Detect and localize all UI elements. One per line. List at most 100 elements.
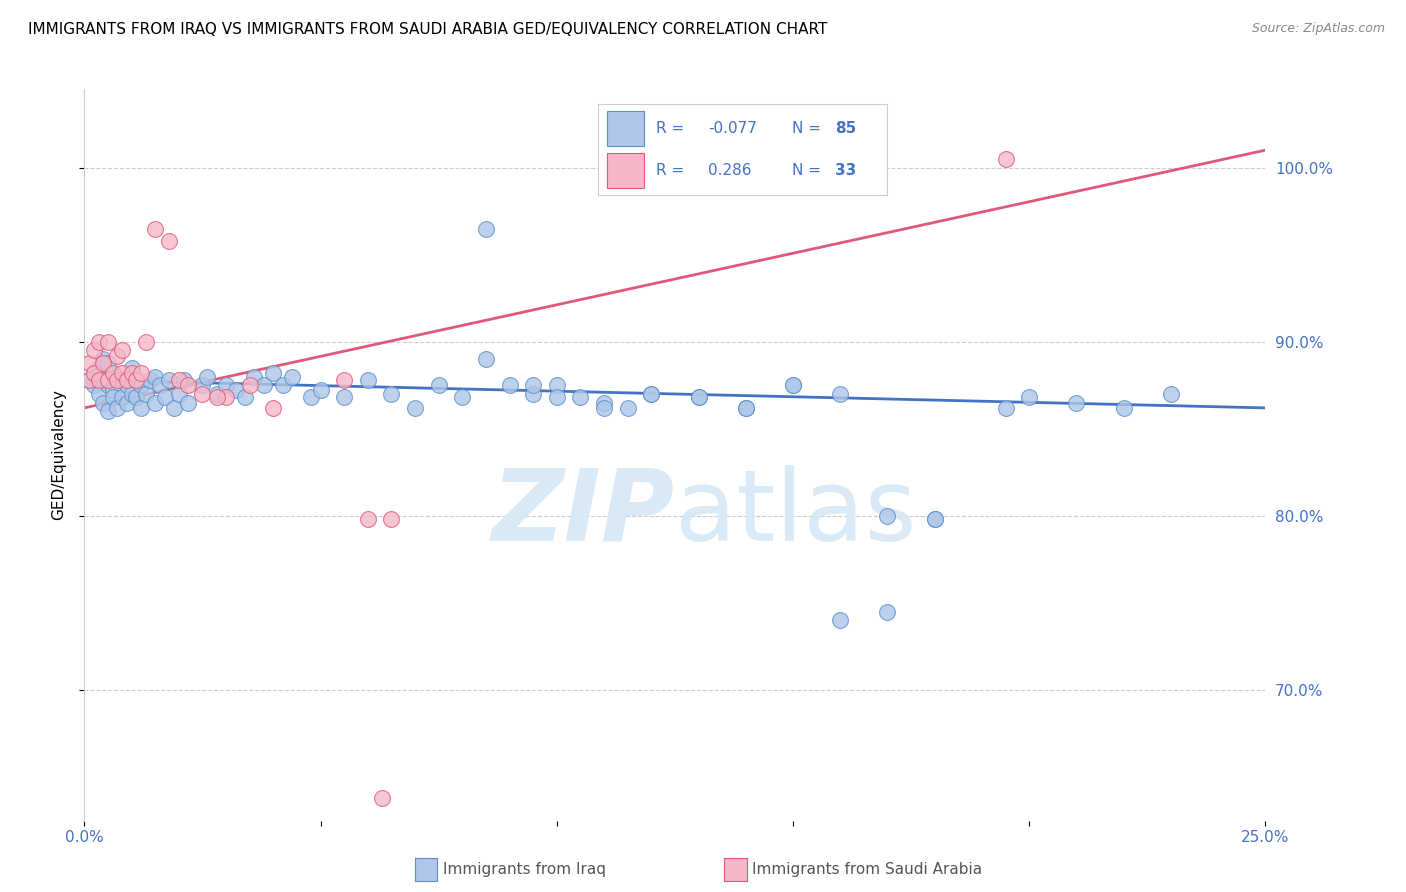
Point: [333, 391, 356, 405]
Point: [107, 401, 129, 415]
Point: [111, 343, 134, 358]
Text: Immigrants from Iraq: Immigrants from Iraq: [443, 863, 606, 877]
Point: [125, 373, 148, 387]
Point: [546, 391, 568, 405]
Point: [1112, 401, 1135, 415]
Point: [262, 366, 284, 380]
Point: [101, 366, 124, 380]
Point: [243, 369, 266, 384]
Point: [380, 387, 402, 401]
Point: [111, 373, 134, 387]
Point: [205, 387, 228, 401]
Point: [135, 334, 157, 349]
Point: [111, 366, 134, 380]
Point: [271, 378, 294, 392]
Point: [734, 401, 756, 415]
Point: [994, 152, 1017, 166]
Point: [451, 391, 474, 405]
Point: [522, 378, 544, 392]
Point: [640, 387, 662, 401]
Point: [87, 360, 110, 375]
Point: [87, 373, 110, 387]
Point: [121, 360, 143, 375]
Point: [153, 391, 176, 405]
Point: [191, 378, 214, 392]
Point: [782, 378, 804, 392]
Point: [77, 356, 100, 370]
Point: [239, 378, 262, 392]
Point: [129, 378, 152, 392]
Point: [97, 334, 120, 349]
Point: [157, 234, 180, 248]
Point: [91, 373, 114, 387]
Point: [143, 221, 166, 235]
Point: [135, 387, 157, 401]
Point: [115, 395, 138, 409]
Point: [233, 391, 256, 405]
Point: [157, 373, 180, 387]
Point: [498, 378, 520, 392]
Point: [129, 366, 152, 380]
Text: atlas: atlas: [675, 465, 917, 562]
Point: [924, 512, 946, 526]
Point: [205, 391, 228, 405]
Y-axis label: GED/Equivalency: GED/Equivalency: [51, 390, 66, 520]
Point: [77, 373, 100, 387]
Point: [177, 378, 200, 392]
Point: [688, 391, 710, 405]
Point: [87, 387, 110, 401]
Point: [333, 373, 356, 387]
Point: [139, 373, 162, 387]
Point: [593, 395, 616, 409]
Point: [253, 378, 276, 392]
Point: [163, 401, 186, 415]
Point: [173, 373, 195, 387]
Point: [215, 391, 238, 405]
Point: [107, 373, 129, 387]
Point: [688, 391, 710, 405]
Point: [309, 384, 332, 398]
Point: [167, 387, 190, 401]
Point: [830, 613, 852, 627]
Point: [91, 352, 114, 367]
Point: [177, 395, 200, 409]
Point: [125, 391, 148, 405]
Point: [281, 369, 304, 384]
Point: [546, 378, 568, 392]
Point: [616, 401, 638, 415]
Point: [640, 387, 662, 401]
Point: [101, 391, 124, 405]
Point: [125, 373, 148, 387]
Point: [91, 395, 114, 409]
Point: [115, 373, 138, 387]
Point: [167, 373, 190, 387]
Point: [734, 401, 756, 415]
Point: [97, 373, 120, 387]
Point: [262, 401, 284, 415]
Point: [87, 334, 110, 349]
Point: [129, 401, 152, 415]
Point: [830, 387, 852, 401]
Point: [357, 373, 380, 387]
Point: [924, 512, 946, 526]
Point: [121, 387, 143, 401]
Point: [782, 378, 804, 392]
Point: [225, 384, 247, 398]
Point: [427, 378, 450, 392]
Point: [121, 366, 143, 380]
Point: [215, 378, 238, 392]
Point: [107, 349, 129, 363]
Point: [994, 401, 1017, 415]
Point: [143, 395, 166, 409]
Text: Source: ZipAtlas.com: Source: ZipAtlas.com: [1251, 22, 1385, 36]
Point: [876, 605, 898, 619]
Point: [371, 791, 394, 805]
Point: [97, 378, 120, 392]
Point: [143, 369, 166, 384]
Point: [475, 352, 498, 367]
Point: [876, 508, 898, 523]
Point: [1018, 391, 1040, 405]
Point: [97, 404, 120, 418]
Point: [83, 366, 105, 380]
Point: [191, 387, 214, 401]
